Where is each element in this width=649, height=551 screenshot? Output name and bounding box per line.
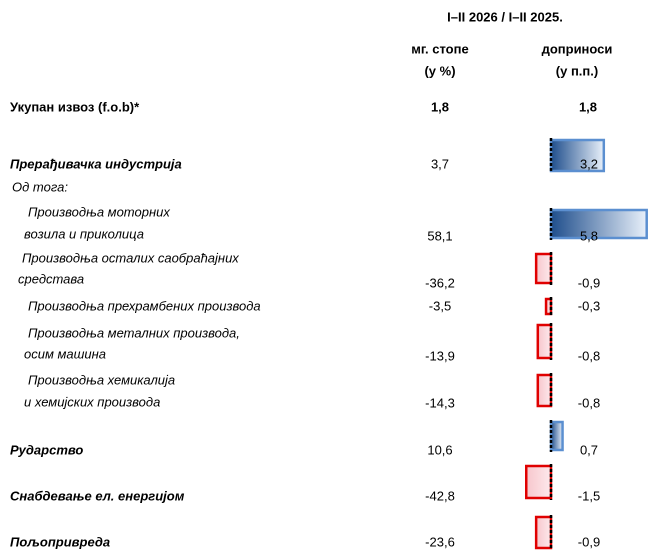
row-label: Производња осталих саобраћајних — [22, 250, 239, 265]
contribution-bar — [534, 515, 553, 550]
row-label: Прерађивачка индустрија — [10, 156, 182, 171]
contribution-value: -1,5 — [578, 488, 600, 503]
growth-value: -13,9 — [425, 348, 455, 363]
row-label: Снабдевање ел. енергијом — [10, 488, 185, 503]
growth-value: -23,6 — [425, 534, 455, 549]
col-header: (у п.п.) — [556, 63, 598, 78]
growth-value: 1,8 — [431, 99, 449, 114]
col-header: мг. стопе — [411, 41, 468, 56]
col-header: доприноси — [542, 41, 613, 56]
contribution-bar — [536, 373, 553, 408]
growth-value: 10,6 — [427, 442, 452, 457]
growth-value: -14,3 — [425, 395, 455, 410]
growth-value: -42,8 — [425, 488, 455, 503]
row-label: средстава — [18, 271, 84, 286]
contribution-value: -0,8 — [578, 348, 600, 363]
row-label: Укупан извоз (f.o.b)* — [10, 99, 140, 114]
row-label: возила и приколица — [24, 226, 144, 241]
row-label: Производња хемикалија — [28, 372, 175, 387]
contribution-bar — [549, 208, 648, 240]
contribution-value: 0,7 — [580, 442, 598, 457]
contribution-value: 1,8 — [579, 99, 597, 114]
period: I–II 2026 / I–II 2025. — [447, 9, 563, 24]
row-label: Рударство — [10, 442, 83, 457]
contribution-value: -0,9 — [578, 534, 600, 549]
contribution-value: -0,9 — [578, 275, 600, 290]
contribution-bar — [549, 420, 564, 452]
contribution-value: 5,8 — [580, 228, 598, 243]
row-label: Од тога: — [12, 179, 68, 194]
contribution-bar — [536, 323, 553, 360]
contribution-bar — [534, 252, 553, 285]
growth-value: 3,7 — [431, 156, 449, 171]
contribution-value: -0,8 — [578, 395, 600, 410]
contribution-value: 3,2 — [580, 156, 598, 171]
contribution-value: -0,3 — [578, 298, 600, 313]
row-label: Производња моторних — [28, 204, 170, 219]
col-header: (у %) — [424, 63, 455, 78]
row-label: и хемијских производа — [24, 394, 160, 409]
growth-value: -36,2 — [425, 275, 455, 290]
growth-value: 58,1 — [427, 228, 452, 243]
contribution-bar — [525, 464, 553, 500]
row-label: Производња металних производа, — [28, 325, 240, 340]
row-label: осим машина — [24, 346, 106, 361]
growth-value: -3,5 — [429, 298, 451, 313]
contribution-bar — [544, 297, 553, 316]
row-label: Пољопривреда — [10, 534, 110, 549]
row-label: Производња прехрамбених производа — [28, 298, 261, 313]
